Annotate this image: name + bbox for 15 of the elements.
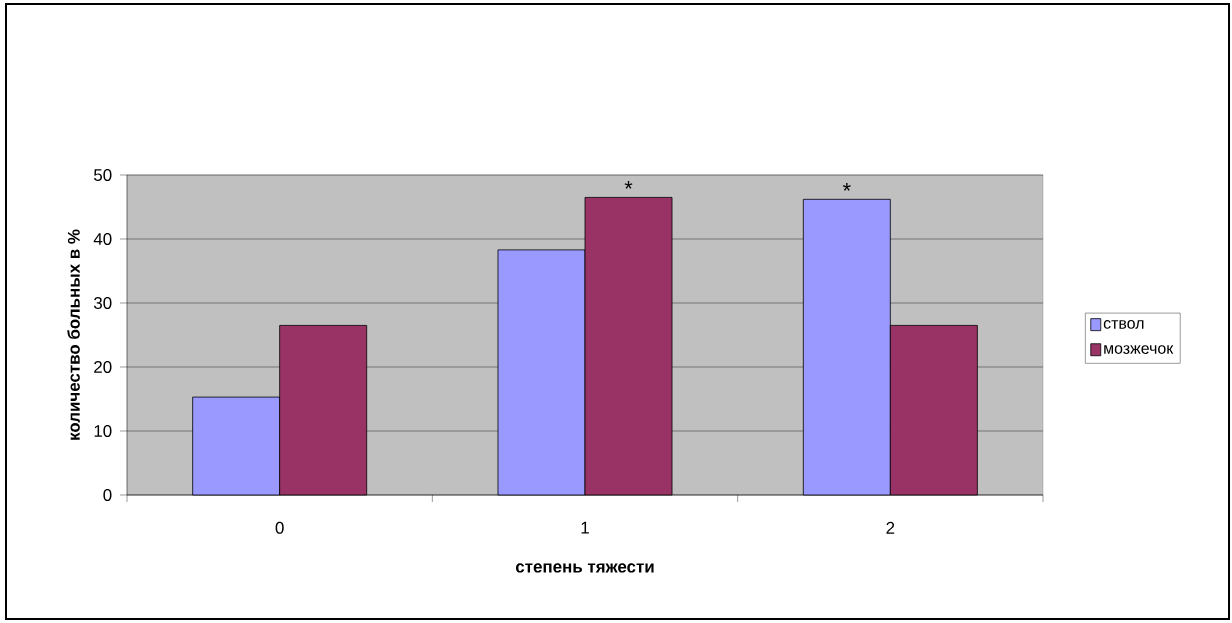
y-tick-label: 30 (93, 297, 112, 309)
x-tick-label: 0 (275, 521, 284, 534)
y-tick-label: 40 (93, 233, 112, 245)
y-axis-title: количество больных в % (67, 229, 80, 440)
y-tick-label: 50 (93, 169, 112, 181)
x-tick-label: 2 (886, 521, 895, 534)
y-tick-label: 20 (94, 361, 112, 373)
y-tick-label: 0 (103, 489, 112, 501)
legend-label: мозжечок (1104, 345, 1174, 354)
annotation: * (842, 183, 851, 191)
annotation: * (624, 181, 633, 189)
legend-label: ствол (1103, 320, 1144, 329)
x-tick-label: 1 (581, 521, 589, 534)
x-axis-title: степень тяжести (515, 563, 654, 573)
y-tick-label: 10 (94, 425, 112, 437)
